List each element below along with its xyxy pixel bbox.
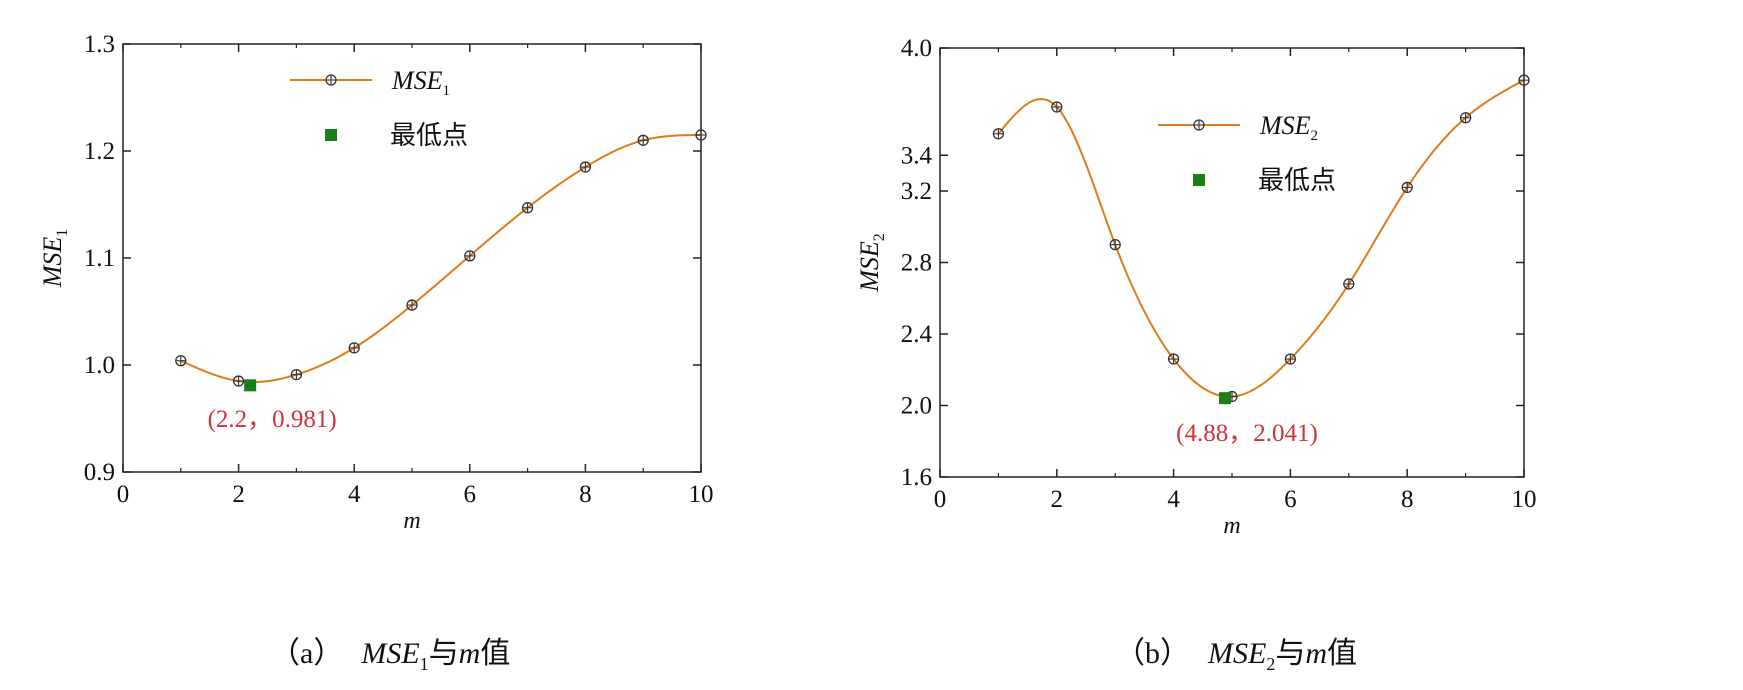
chart-a: 0 2 4 6 8 100.91.01.11.21.3mMSE1MSE1最低点(2.2，0… — [38, 31, 714, 534]
x-axis-label: m — [403, 508, 420, 534]
data-point — [992, 128, 1005, 140]
minimum-annotation: (4.88，2.041) — [1176, 420, 1318, 447]
legend-minimum-label: 最低点 — [390, 121, 468, 151]
data-point — [1284, 353, 1297, 365]
legend-series-name: MSE — [391, 66, 443, 95]
y-axis-label-main: MSE — [855, 241, 884, 293]
y-axis-label-text: MSE1 — [38, 229, 71, 289]
legend-series-sub: 2 — [1311, 128, 1319, 144]
data-point — [1518, 74, 1530, 86]
legend-series-label: MSE2 — [1259, 111, 1318, 144]
x-tick-label: 4 — [1167, 486, 1180, 513]
data-point — [232, 375, 245, 387]
y-tick-label: 2.4 — [901, 321, 933, 348]
x-tick-label: 6 — [464, 481, 477, 508]
legend-minimum-marker — [325, 129, 337, 141]
y-tick-label: 4.0 — [901, 35, 932, 62]
series-line — [997, 79, 1525, 398]
data-point — [1167, 353, 1180, 365]
y-axis-label-text: MSE2 — [855, 233, 888, 293]
x-axis-label: m — [1223, 513, 1240, 539]
data-point — [579, 161, 592, 173]
data-point — [1401, 181, 1413, 194]
data-point — [464, 250, 476, 262]
data-point — [406, 299, 418, 311]
y-tick-label: 1.2 — [84, 138, 115, 165]
x-tick-label: 10 — [689, 481, 714, 508]
y-axis-label: MSE1 — [38, 229, 71, 289]
x-tick-label: 10 — [1512, 486, 1537, 513]
x-tick-label: 8 — [1401, 486, 1414, 513]
y-tick-label: 1.6 — [901, 464, 932, 491]
x-tick-label: 0 — [117, 481, 130, 508]
plot-frame — [939, 47, 1525, 478]
minimum-marker — [1218, 392, 1231, 405]
data-point — [348, 342, 360, 354]
legend-series-name: MSE — [1259, 111, 1311, 140]
y-tick-label: 2.8 — [901, 250, 932, 277]
minimum-annotation: (2.2，0.981) — [208, 406, 337, 433]
data-point — [695, 129, 707, 141]
y-axis-label-sub: 1 — [54, 229, 71, 237]
legend-minimum-label: 最低点 — [1258, 166, 1336, 196]
y-tick-label: 0.9 — [84, 459, 115, 486]
data-point — [637, 134, 649, 146]
x-tick-label: 8 — [579, 481, 592, 508]
legend-series-label: MSE1 — [391, 66, 450, 99]
chart-b: 0 2 4 6 8 101.62.02.42.83.23.44.0mMSE2MSE2最低点… — [855, 35, 1537, 539]
data-point — [1051, 101, 1063, 113]
data-point — [1459, 112, 1472, 124]
y-tick-label: 2.0 — [901, 393, 932, 420]
y-axis-label: MSE2 — [855, 233, 888, 293]
data-point — [290, 368, 303, 381]
data-point — [175, 355, 187, 367]
data-point — [1343, 278, 1355, 290]
caption-a: （a） MSE1与m值 — [270, 637, 511, 674]
y-tick-label: 3.4 — [901, 142, 933, 169]
y-tick-label: 1.3 — [84, 31, 115, 58]
y-tick-label: 1.0 — [84, 352, 115, 379]
y-axis-label-main: MSE — [38, 237, 67, 289]
x-tick-label: 0 — [934, 486, 947, 513]
y-axis-label-sub: 2 — [871, 233, 888, 241]
x-tick-label: 2 — [232, 481, 245, 508]
x-tick-label: 4 — [348, 481, 361, 508]
x-tick-label: 2 — [1051, 486, 1064, 513]
legend-series-sub: 1 — [443, 83, 451, 99]
data-point — [521, 202, 534, 214]
x-tick-label: 6 — [1284, 486, 1297, 513]
data-point — [1109, 238, 1121, 251]
y-tick-label: 1.1 — [84, 245, 115, 272]
caption-b: （b） MSE2与m值 — [1115, 637, 1357, 674]
legend-minimum-marker — [1193, 174, 1205, 186]
y-tick-label: 3.2 — [901, 178, 932, 205]
minimum-marker — [244, 379, 257, 392]
series-line — [180, 133, 702, 384]
